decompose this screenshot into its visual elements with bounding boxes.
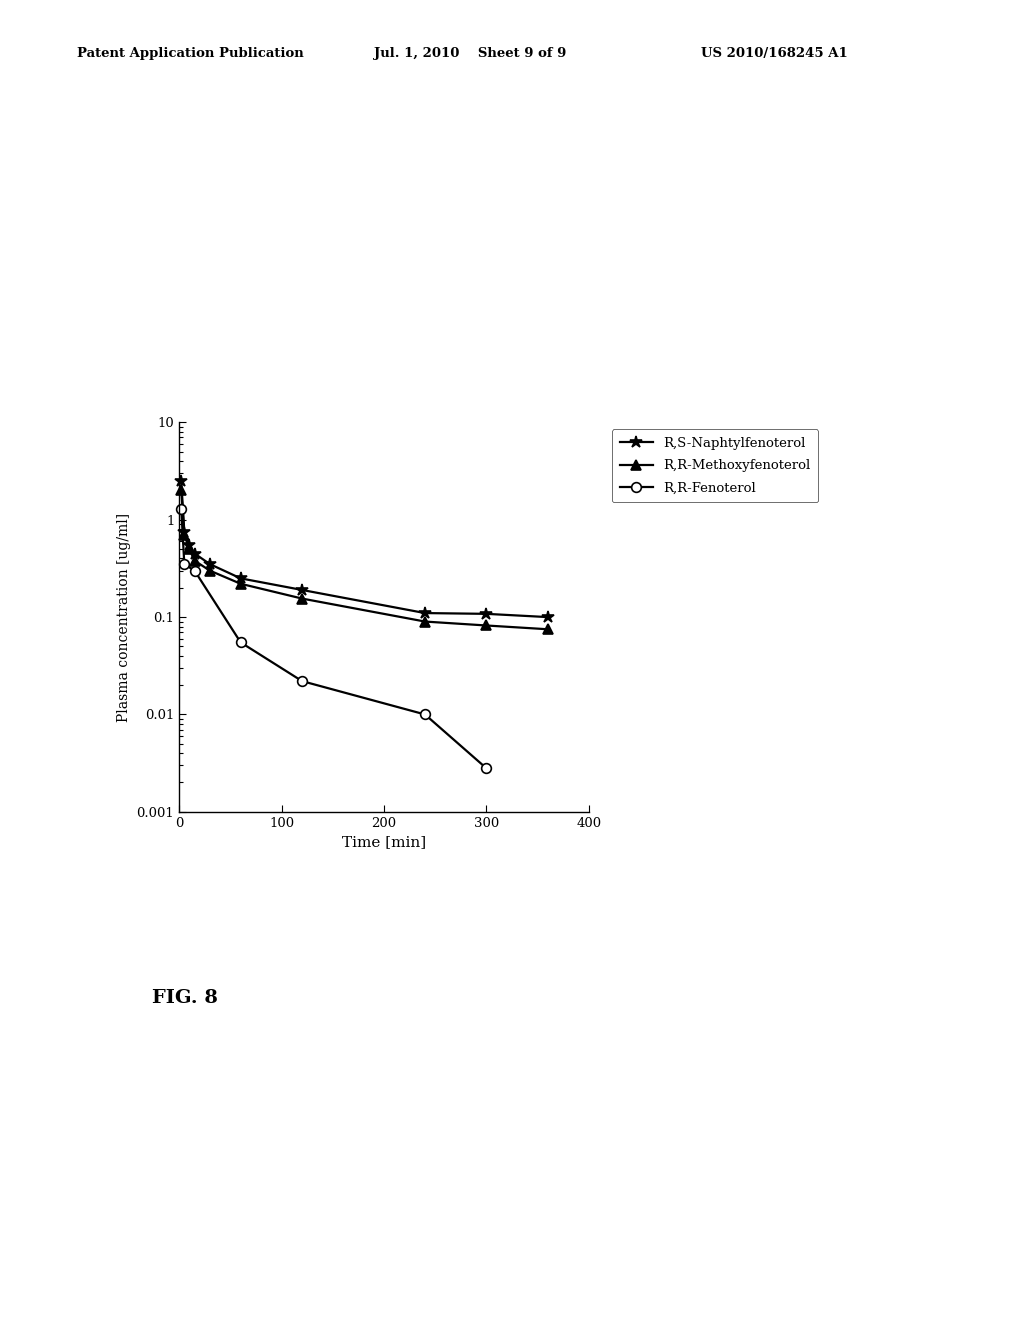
R,R-Methoxyfenoterol bbox=[234, 576, 247, 591]
R,S-Naphtylfenoterol bbox=[188, 545, 201, 561]
R,R-Fenoterol bbox=[296, 673, 308, 689]
R,R-Fenoterol bbox=[480, 760, 493, 776]
R,R-Fenoterol bbox=[234, 635, 247, 651]
X-axis label: Time [min]: Time [min] bbox=[342, 836, 426, 849]
Line: R,R-Methoxyfenoterol: R,R-Methoxyfenoterol bbox=[176, 486, 553, 634]
R,S-Naphtylfenoterol bbox=[234, 570, 247, 586]
R,R-Methoxyfenoterol bbox=[188, 553, 201, 569]
R,S-Naphtylfenoterol bbox=[183, 537, 196, 553]
R,S-Naphtylfenoterol bbox=[542, 610, 554, 626]
R,R-Methoxyfenoterol bbox=[175, 483, 187, 499]
R,R-Methoxyfenoterol bbox=[178, 527, 190, 543]
R,R-Fenoterol bbox=[178, 556, 190, 572]
R,S-Naphtylfenoterol bbox=[178, 524, 190, 540]
R,R-Methoxyfenoterol bbox=[419, 614, 431, 630]
Line: R,R-Fenoterol: R,R-Fenoterol bbox=[176, 504, 492, 774]
Text: Jul. 1, 2010    Sheet 9 of 9: Jul. 1, 2010 Sheet 9 of 9 bbox=[374, 46, 566, 59]
Text: FIG. 8: FIG. 8 bbox=[152, 989, 217, 1007]
R,S-Naphtylfenoterol bbox=[296, 582, 308, 598]
R,S-Naphtylfenoterol bbox=[175, 473, 187, 488]
R,R-Fenoterol bbox=[175, 500, 187, 516]
Text: US 2010/168245 A1: US 2010/168245 A1 bbox=[701, 46, 848, 59]
Y-axis label: Plasma concentration [ug/ml]: Plasma concentration [ug/ml] bbox=[117, 512, 131, 722]
R,S-Naphtylfenoterol bbox=[480, 606, 493, 622]
R,R-Methoxyfenoterol bbox=[183, 541, 196, 557]
Legend: R,S-Naphtylfenoterol, R,R-Methoxyfenoterol, R,R-Fenoterol: R,S-Naphtylfenoterol, R,R-Methoxyfenoter… bbox=[611, 429, 818, 503]
Line: R,S-Naphtylfenoterol: R,S-Naphtylfenoterol bbox=[175, 475, 554, 623]
R,R-Methoxyfenoterol bbox=[296, 590, 308, 606]
Text: Patent Application Publication: Patent Application Publication bbox=[77, 46, 303, 59]
R,R-Methoxyfenoterol bbox=[480, 618, 493, 634]
R,R-Fenoterol bbox=[188, 562, 201, 578]
R,R-Methoxyfenoterol bbox=[542, 622, 554, 638]
R,R-Methoxyfenoterol bbox=[204, 562, 216, 578]
R,S-Naphtylfenoterol bbox=[204, 556, 216, 572]
R,R-Fenoterol bbox=[419, 706, 431, 722]
R,S-Naphtylfenoterol bbox=[419, 605, 431, 620]
